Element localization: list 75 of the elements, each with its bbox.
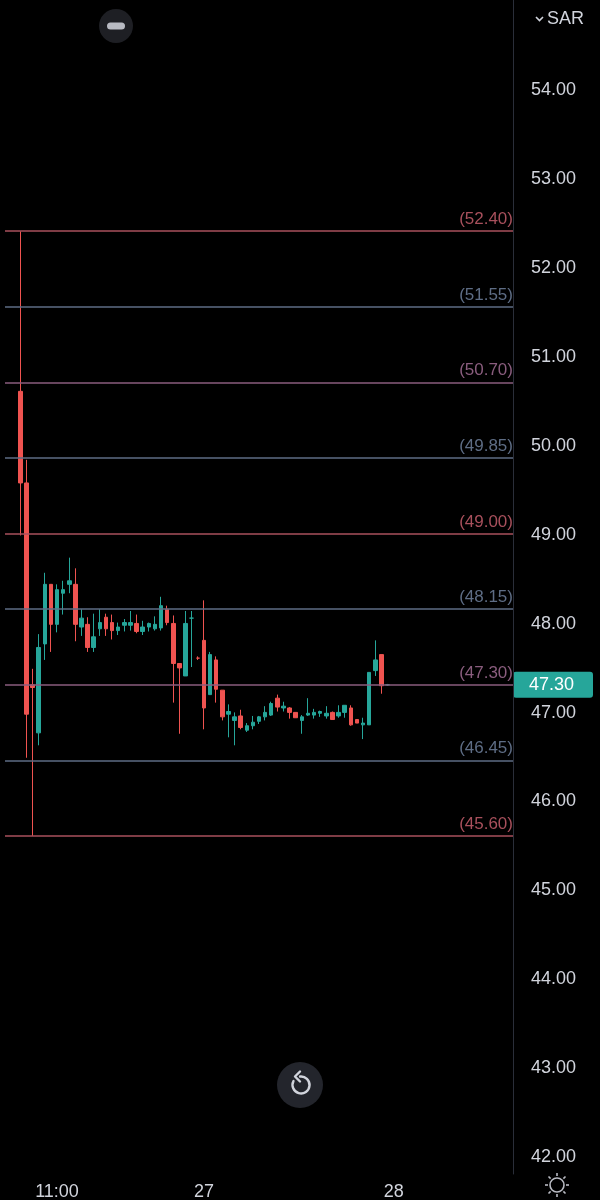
ref-line-label: (51.55)	[459, 284, 513, 304]
x-tick-label: 28	[383, 1181, 404, 1200]
y-tick-label: 52.00	[531, 256, 577, 277]
candlestick	[318, 710, 322, 718]
candlestick	[79, 608, 84, 637]
candlestick	[238, 709, 243, 730]
ref-line-label: (45.60)	[459, 814, 513, 834]
ref-line-label: (49.85)	[459, 436, 513, 456]
ref-line-label: (48.15)	[459, 587, 513, 607]
candlestick	[116, 622, 120, 636]
y-tick-label: 45.00	[531, 879, 577, 900]
candlestick	[220, 689, 225, 721]
candlestick	[73, 567, 78, 642]
candlestick	[110, 614, 114, 640]
candlestick	[324, 705, 329, 720]
candlestick	[226, 703, 231, 738]
candlestick	[147, 622, 151, 632]
candlestick	[104, 613, 108, 637]
y-tick-label: 44.00	[531, 968, 577, 989]
y-tick-label: 49.00	[531, 523, 577, 544]
candlestick	[43, 572, 47, 661]
y-tick-label: 51.00	[531, 345, 577, 366]
candlestick	[251, 715, 255, 730]
y-tick-label: 50.00	[531, 434, 577, 455]
text: 47.30	[529, 673, 575, 694]
y-tick-label: 42.00	[531, 1146, 577, 1167]
candlestick	[159, 596, 163, 632]
candlestick	[61, 580, 65, 616]
candlestick	[257, 715, 261, 725]
candlestick	[379, 654, 384, 695]
ref-line-label: (50.70)	[459, 360, 513, 380]
candlestick	[214, 655, 218, 704]
candlestick	[361, 717, 365, 740]
candlestick	[85, 616, 90, 653]
candlestick	[140, 620, 145, 636]
y-tick-label: 43.00	[531, 1057, 577, 1078]
candlestick	[183, 610, 188, 677]
y-tick-label: 48.00	[531, 612, 577, 633]
text: SAR	[546, 8, 584, 29]
candlestick	[98, 608, 102, 637]
x-tick-label: 27	[193, 1181, 214, 1200]
candlestick	[281, 701, 286, 713]
candlestick	[312, 708, 316, 720]
candlestick	[245, 722, 249, 733]
candlestick	[263, 705, 267, 721]
candlestick	[165, 605, 169, 626]
candlestick	[275, 694, 280, 713]
candlestick	[269, 701, 273, 717]
candlestick	[49, 583, 53, 653]
ref-line-label: (52.40)	[459, 209, 513, 229]
candlestick	[367, 671, 371, 726]
candlestick	[36, 633, 41, 746]
ref-line-label: (46.45)	[459, 738, 513, 758]
candlestick	[153, 615, 157, 632]
candlestick	[373, 639, 378, 677]
candlestick	[208, 651, 212, 696]
ref-line-label: (49.00)	[459, 511, 513, 531]
y-tick-label: 47.00	[531, 701, 577, 722]
candlestick	[300, 714, 304, 735]
y-tick-label: 46.00	[531, 790, 577, 811]
y-tick-label: 53.00	[531, 167, 577, 188]
x-tick-label: 11:00	[35, 1181, 79, 1200]
candlestick	[55, 583, 59, 633]
candlestick	[189, 610, 194, 668]
candlestick	[67, 557, 72, 594]
ref-line-label: (47.30)	[459, 662, 513, 682]
candlestick	[91, 613, 96, 653]
candlestick	[349, 704, 353, 727]
y-tick-label: 54.00	[531, 78, 577, 99]
candlestick	[355, 719, 359, 724]
candlestick	[306, 697, 310, 717]
candlestick	[232, 711, 237, 746]
candlestick	[134, 614, 139, 634]
candlestick	[330, 711, 335, 721]
candlestick	[202, 599, 206, 730]
